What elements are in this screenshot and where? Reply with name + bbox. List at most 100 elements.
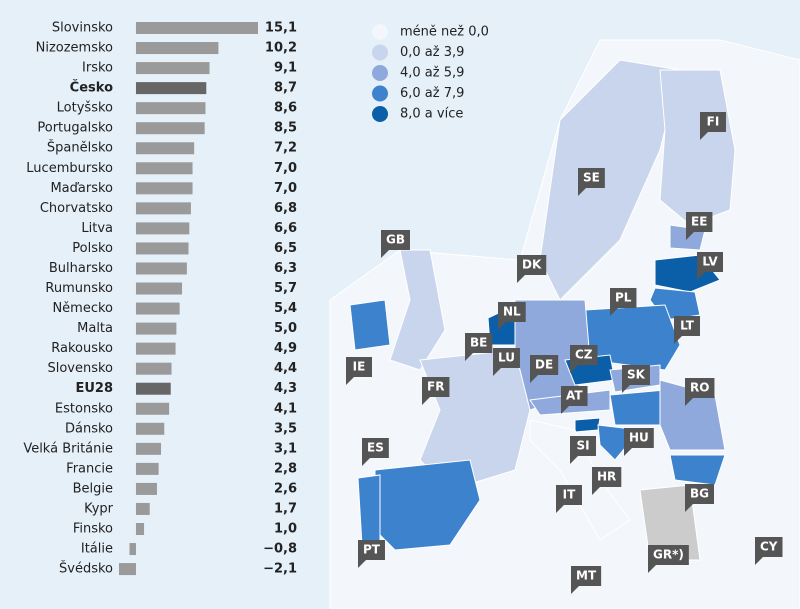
bar [135,302,180,315]
bar [135,82,207,95]
value-label: −2,1 [263,562,297,577]
value-label: 4,9 [274,341,297,356]
country-tag [674,316,700,344]
bar [135,182,193,195]
bar [135,62,210,75]
value-label: 6,5 [274,241,297,256]
value-label: 4,3 [274,381,297,396]
country-code: GR*) [653,548,684,562]
category-label: Rumunsko [45,281,113,296]
bar [135,262,187,275]
country-tag [362,438,389,466]
bar [135,162,193,175]
value-label: 8,6 [274,101,297,116]
country-tag [622,365,650,393]
category-label: Švédsko [59,561,113,577]
bar [135,422,165,435]
category-label: Belgie [73,481,113,496]
country-tag [697,252,723,280]
category-label: Chorvatsko [40,201,113,216]
country-tag [685,484,714,512]
category-label: Velká Británie [23,441,113,456]
country-tag [381,230,410,258]
legend-swatch [372,44,388,61]
country-code: BE [470,336,487,350]
country-tag [358,540,385,568]
country-code: IE [353,360,366,374]
country-code: ES [367,441,384,455]
country-code: HR [597,470,616,484]
value-label: 1,7 [274,501,297,516]
country-code: CZ [575,348,593,362]
country-tag [498,302,526,330]
country-tag [530,355,559,383]
bar [135,242,189,255]
category-label: Německo [52,301,113,316]
value-label: 3,1 [274,441,297,456]
category-label: Itálie [81,542,113,557]
category-label: EU28 [75,381,113,396]
country-code: LV [702,255,718,269]
bar [135,222,190,235]
category-label: Rakousko [51,341,113,356]
bar [135,22,258,34]
bar [135,322,177,335]
country-tag [517,255,547,283]
country-code: MT [576,569,597,583]
category-label: Slovinsko [52,21,113,36]
value-label: 5,7 [274,281,297,296]
legend-label: 0,0 až 3,9 [400,45,464,60]
country-tag [578,168,605,196]
country-tag [610,288,637,316]
category-label: Španělsko [47,140,113,156]
category-label: Portugalsko [37,121,113,136]
bar [135,523,145,535]
value-label: 6,6 [274,221,297,236]
category-label: Lucembursko [26,161,113,176]
legend-swatch [372,24,388,40]
bar [135,462,159,475]
value-label: 4,4 [274,361,297,376]
country-tag [570,436,596,464]
country-code: FR [427,380,444,394]
country-code: FI [707,115,720,129]
country-code: PL [615,291,632,305]
value-label: 7,0 [274,161,297,176]
value-label: 2,6 [274,481,297,496]
country-tag [686,212,713,240]
value-label: −0,8 [263,542,297,557]
category-label: Polsko [72,241,113,256]
category-label: Nizozemsko [36,41,113,56]
legend-swatch [372,85,388,102]
country-code: BG [690,487,709,501]
bar [135,142,195,155]
bar [135,442,162,455]
country-code: SE [583,171,600,185]
category-label: Litva [81,221,113,236]
country-code: IT [563,488,576,502]
legend-label: méně než 0,0 [400,25,489,40]
value-label: 5,0 [274,321,297,336]
country-code: DE [535,358,553,372]
country-code: EE [691,215,707,229]
bar [135,282,183,295]
country-tag [624,428,654,456]
country-tag [700,112,726,140]
value-label: 9,1 [274,61,297,76]
legend-swatch [372,106,388,122]
country-code: GB [386,233,405,247]
category-label: Česko [70,80,113,96]
country-code: SK [627,368,646,382]
country-tag [556,485,582,513]
map-land [329,39,800,609]
country-code: LU [498,351,515,365]
category-label: Kypr [84,501,114,516]
country-code: DK [522,258,542,272]
category-label: Francie [66,461,113,476]
country-tag [755,537,783,565]
category-label: Irsko [82,61,113,76]
bar [135,102,206,115]
value-label: 6,8 [274,201,297,216]
country-code: SI [576,439,589,453]
